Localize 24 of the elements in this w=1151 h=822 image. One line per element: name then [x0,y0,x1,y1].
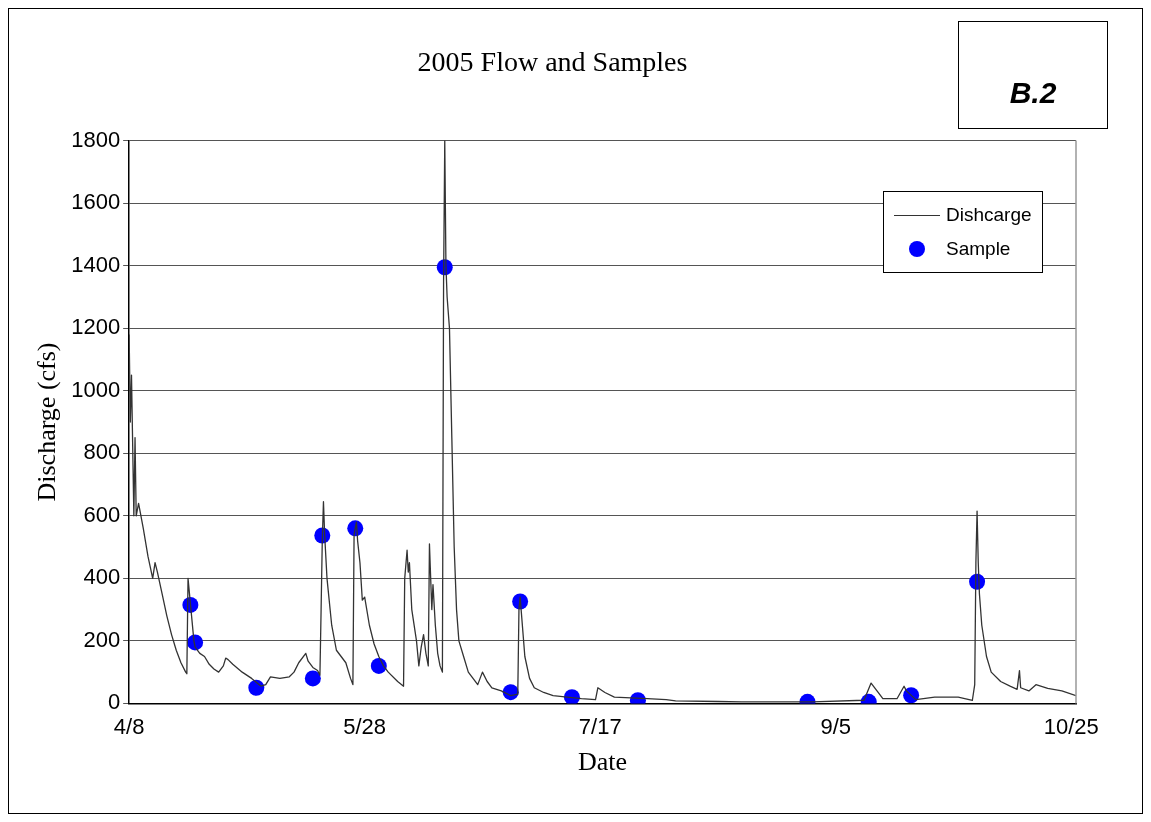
legend-label: Sample [946,237,1011,261]
point [370,657,387,674]
y-tick-label: 800 [83,439,121,465]
y-tick-label: 600 [83,501,121,527]
x-axis-title: Date [578,747,628,777]
x-tick-label: 5/28 [343,713,387,739]
y-tick-label: 1800 [71,126,121,152]
point [304,670,321,687]
x-tick-label: 4/8 [113,713,145,739]
y-tick-label: 1600 [71,189,121,215]
y-tick-label: 1000 [71,376,121,402]
y-axis-title: Discharge (cfs) [32,342,62,502]
y-tick-label: 0 [107,689,121,715]
x-tick-label: 7/17 [578,713,622,739]
y-tick-label: 1400 [71,251,121,277]
text: B.2 [958,21,1108,129]
y-tick-label: 1200 [71,314,121,340]
legend-label: Dishcarge [946,203,1032,227]
point [248,679,265,696]
chart-title: 2005 Flow and Samples [417,46,688,78]
y-tick-label: 400 [83,564,121,590]
x-tick-label: 9/5 [820,713,852,739]
x-tick-label: 10/25 [1043,713,1099,739]
y-tick-label: 200 [83,626,121,652]
